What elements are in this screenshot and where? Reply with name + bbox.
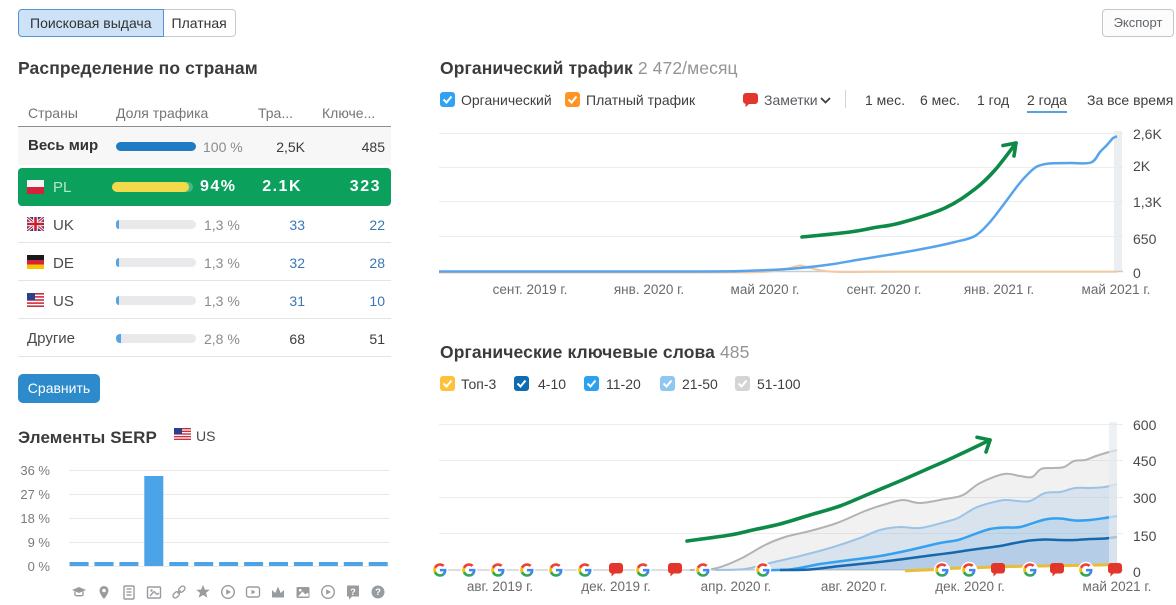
svg-text:?: ? xyxy=(350,587,356,597)
svg-text:?: ? xyxy=(375,587,381,598)
